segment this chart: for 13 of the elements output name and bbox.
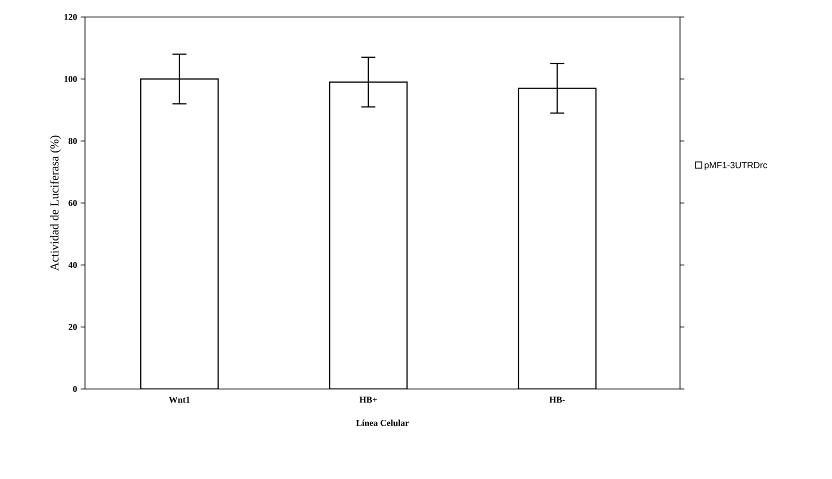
x-tick-label: HB+: [359, 396, 377, 403]
y-tick-label: 100: [64, 76, 77, 82]
y-tick-label: 60: [68, 200, 77, 206]
x-tick-label: Wnt1: [168, 396, 190, 403]
y-tick-label: 20: [68, 324, 77, 330]
y-tick-label: 40: [68, 262, 77, 268]
text: pMF1-3UTRDrc: [704, 162, 768, 170]
y-tick-label: 80: [68, 138, 77, 144]
y-tick-label: 0: [73, 386, 77, 392]
y-axis-title: Actividad de Luciferasa (%): [50, 136, 61, 271]
x-tick-label: HB-: [549, 396, 565, 403]
x-axis-title: Línea Celular: [356, 420, 409, 426]
y-tick-label: 120: [64, 14, 77, 20]
